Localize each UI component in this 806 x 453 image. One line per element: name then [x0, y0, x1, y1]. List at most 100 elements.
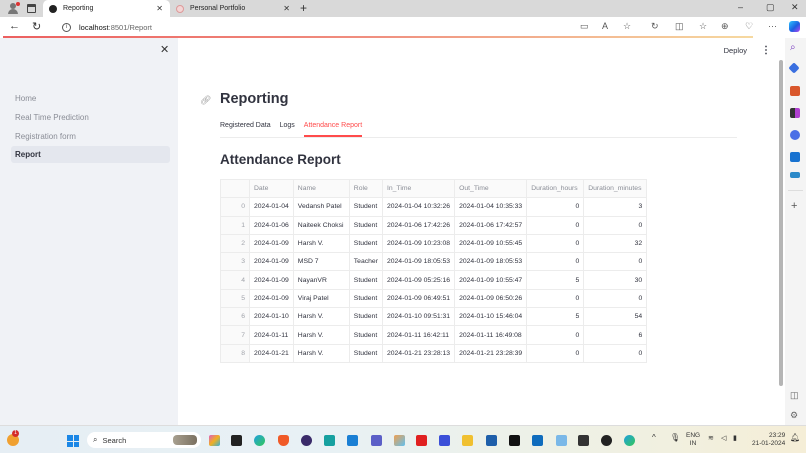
cell-index[interactable]: 4 [220, 270, 250, 290]
cell-duration-hours[interactable]: 0 [526, 325, 585, 345]
column-header-role[interactable]: Role [348, 178, 383, 199]
cell-in-time[interactable]: 2024-01-09 05:25:16 [381, 270, 456, 290]
cell-out-time[interactable]: 2024-01-10 15:46:04 [454, 307, 528, 327]
tab-registered-data[interactable]: Registered Data [220, 122, 271, 129]
cell-out-time[interactable]: 2024-01-04 10:35:33 [454, 197, 528, 217]
volume-icon[interactable]: ◁ [721, 435, 727, 442]
table-row[interactable]: 4 2024-01-09 NayanVR Student 2024-01-09 05:2… [220, 270, 648, 290]
tab-logs[interactable]: Logs [279, 122, 295, 129]
cell-name[interactable]: Viraj Patel [292, 288, 350, 309]
split-screen-icon[interactable]: ◫ [675, 21, 684, 31]
cell-role[interactable]: Student [348, 343, 383, 363]
cell-out-time[interactable]: 2024-01-09 10:55:47 [454, 270, 528, 290]
site-info-icon[interactable]: i [62, 22, 71, 32]
notifications-bell-icon[interactable]: 🔔︎ [790, 433, 801, 442]
cell-index[interactable]: 7 [220, 325, 250, 345]
cell-duration-hours[interactable]: 0 [526, 233, 585, 254]
cell-date[interactable]: 2024-01-09 [249, 288, 294, 309]
cell-out-time[interactable]: 2024-01-11 16:49:08 [454, 325, 528, 345]
add-sidebar-app-icon[interactable]: + [791, 200, 798, 212]
copilot-icon[interactable] [789, 21, 800, 32]
tools-icon[interactable] [790, 86, 800, 96]
cell-name[interactable]: Naiteek Choksi [292, 215, 350, 235]
microphone-icon[interactable]: 🎙︎ [670, 433, 681, 442]
terminal-icon[interactable] [509, 435, 520, 446]
profile-icon[interactable] [7, 2, 20, 14]
cell-name[interactable]: Harsh V. [292, 307, 350, 327]
games-icon[interactable] [790, 108, 800, 118]
show-hidden-icons-icon[interactable]: ^ [652, 433, 656, 442]
copilot-taskbar-icon[interactable] [209, 435, 220, 446]
column-header-date[interactable]: Date [249, 178, 294, 199]
url-input[interactable]: i localhost:8501/Report [54, 19, 754, 35]
cell-name[interactable]: MSD 7 [292, 252, 350, 272]
language-indicator[interactable]: ENG IN [686, 432, 700, 448]
cell-duration-hours[interactable]: 0 [526, 288, 585, 309]
close-sidebar-icon[interactable]: ✕ [160, 44, 170, 56]
cell-index[interactable]: 0 [220, 197, 250, 217]
refresh-icon[interactable]: ↻ [32, 21, 42, 33]
table-row[interactable]: 1 2024-01-06 Naiteek Choksi Student 2024-01-… [220, 215, 648, 235]
vscode-icon[interactable] [347, 435, 358, 446]
deploy-button[interactable]: Deploy [723, 46, 747, 55]
cell-in-time[interactable]: 2024-01-09 18:05:53 [381, 252, 456, 272]
cell-in-time[interactable]: 2024-01-09 10:23:08 [381, 233, 456, 254]
cell-out-time[interactable]: 2024-01-09 06:50:26 [454, 288, 528, 309]
column-header-index[interactable] [220, 178, 250, 199]
cell-out-time[interactable]: 2024-01-21 23:28:39 [454, 343, 528, 363]
cell-name[interactable]: NayanVR [292, 270, 350, 290]
extension-icon[interactable]: ↻ [651, 21, 659, 31]
more-menu-icon[interactable]: ··· [768, 21, 777, 31]
back-icon[interactable]: ← [9, 20, 20, 32]
taskbar-search-input[interactable]: ⌕ Search [87, 432, 201, 448]
search-icon[interactable]: ⌕ [790, 42, 796, 53]
cell-out-time[interactable]: 2024-01-09 10:55:45 [454, 233, 528, 254]
cell-date[interactable]: 2024-01-06 [249, 215, 294, 235]
cell-duration-minutes[interactable]: 0 [583, 215, 648, 235]
cell-duration-hours[interactable]: 5 [526, 307, 585, 327]
collections-icon[interactable]: ⊕ [721, 21, 729, 31]
weather-widget-icon[interactable] [7, 434, 19, 446]
cell-index[interactable]: 6 [220, 307, 250, 327]
cell-duration-minutes[interactable]: 0 [583, 343, 648, 363]
sidebar-item-real-time-prediction[interactable]: Real Time Prediction [15, 113, 89, 122]
cell-index[interactable]: 8 [220, 343, 250, 363]
app-m-icon[interactable] [439, 435, 450, 446]
browser-tab-reporting[interactable]: Reporting ✕ [43, 0, 170, 17]
cell-name[interactable]: Harsh V. [292, 325, 350, 345]
column-header-in-time[interactable]: In_Time [381, 178, 456, 199]
github-icon[interactable] [601, 435, 612, 446]
cell-role[interactable]: Student [348, 325, 383, 345]
cell-out-time[interactable]: 2024-01-09 18:05:53 [454, 252, 528, 272]
cell-index[interactable]: 5 [220, 288, 250, 309]
cell-duration-minutes[interactable]: 30 [583, 270, 648, 290]
browser-tab-portfolio[interactable]: Personal Portfolio ✕ [170, 0, 297, 17]
command-prompt-icon[interactable] [578, 435, 589, 446]
cell-duration-minutes[interactable]: 0 [583, 288, 648, 309]
browser-essentials-icon[interactable]: ♡ [745, 21, 754, 31]
read-aloud-icon[interactable]: A [602, 21, 609, 31]
cell-role[interactable]: Teacher [348, 252, 383, 272]
cell-date[interactable]: 2024-01-10 [249, 307, 294, 327]
cell-in-time[interactable]: 2024-01-09 06:49:51 [381, 288, 456, 309]
video-icon[interactable]: ▭ [580, 21, 589, 31]
cell-duration-hours[interactable]: 0 [526, 215, 585, 235]
cell-duration-hours[interactable]: 0 [526, 197, 585, 217]
drop-icon[interactable] [790, 172, 800, 178]
file-explorer-icon[interactable] [462, 435, 473, 446]
windows-start-icon[interactable] [67, 435, 79, 447]
cell-date[interactable]: 2024-01-09 [249, 252, 294, 272]
close-tab-icon[interactable]: ✕ [156, 4, 163, 13]
battery-icon[interactable]: ▮ [733, 435, 737, 442]
cell-role[interactable]: Student [348, 233, 383, 254]
cell-role[interactable]: Student [348, 197, 383, 217]
cell-duration-minutes[interactable]: 6 [583, 325, 648, 345]
table-row[interactable]: 5 2024-01-09 Viraj Patel Student 2024-01-09 … [220, 288, 648, 309]
table-row[interactable]: 8 2024-01-21 Harsh V. Student 2024-01-21 23:… [220, 343, 648, 363]
snipping-tool-icon[interactable] [556, 435, 567, 446]
cell-date[interactable]: 2024-01-09 [249, 233, 294, 254]
cell-duration-hours[interactable]: 0 [526, 343, 585, 363]
cell-in-time[interactable]: 2024-01-10 09:51:31 [381, 307, 456, 327]
new-tab-icon[interactable]: + [300, 1, 308, 15]
page-scrollbar[interactable] [779, 60, 783, 386]
